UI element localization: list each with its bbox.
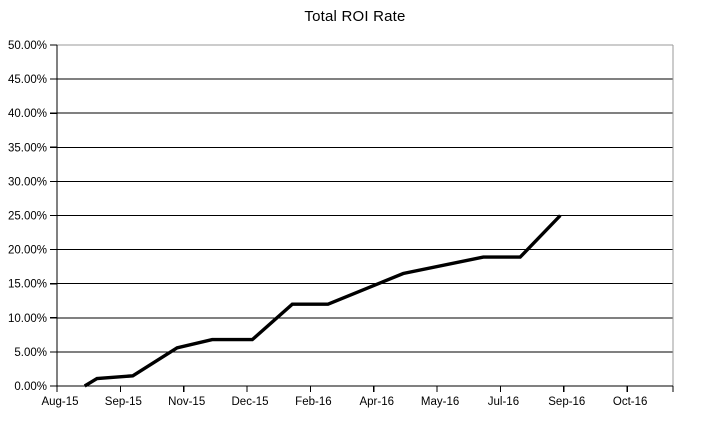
x-axis-tick-label: Apr-16 [359,396,394,408]
x-axis-tick-label: Dec-15 [232,396,269,408]
roi-series-line [83,214,562,388]
x-axis-tick-label: Feb-16 [295,396,331,408]
y-axis-tick-label: 50.00% [8,40,47,52]
x-axis-tick-label: Sep-16 [548,396,585,408]
chart-title: Total ROI Rate [304,8,406,25]
x-axis-tick-label: Oct-16 [613,396,648,408]
x-axis-tick-label: Jul-16 [488,396,519,408]
x-axis-tick-label: Nov-15 [168,396,205,408]
y-axis-tick-label: 15.00% [8,279,47,291]
y-axis-tick-label: 20.00% [8,245,47,257]
x-axis-tick-label: Sep-15 [105,396,142,408]
y-axis-tick-label: 35.00% [8,142,47,154]
y-axis-tick-label: 0.00% [14,381,47,393]
y-axis-tick-label: 25.00% [8,211,47,223]
y-axis-tick-label: 10.00% [8,313,47,325]
y-axis-tick-label: 45.00% [8,74,47,86]
y-axis-tick-label: 5.00% [14,347,47,359]
x-axis-tick-label: May-16 [421,396,459,408]
x-axis-tick-label: Aug-15 [41,396,78,408]
y-axis-tick-label: 30.00% [8,176,47,188]
y-axis-tick-label: 40.00% [8,108,47,120]
